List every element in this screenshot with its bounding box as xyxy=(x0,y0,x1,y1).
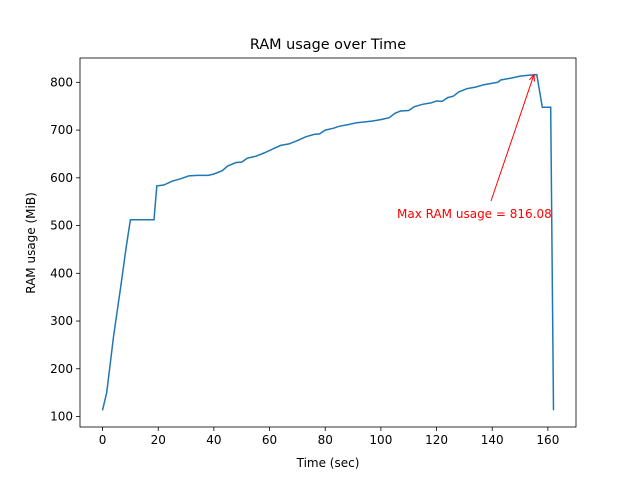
plot-frame xyxy=(79,57,577,428)
chart-title: RAM usage over Time xyxy=(250,37,406,53)
y-tick-label: 400 xyxy=(50,266,73,280)
x-axis-label: Time (sec) xyxy=(296,456,360,470)
arrow-head xyxy=(528,73,535,82)
x-tick-label: 100 xyxy=(369,433,392,447)
x-tick-label: 160 xyxy=(536,433,559,447)
x-tick-label: 60 xyxy=(262,433,277,447)
annotation-text: Max RAM usage = 816.08 xyxy=(397,207,552,221)
y-tick-label: 500 xyxy=(50,219,73,233)
y-axis-label: RAM usage (MiB) xyxy=(24,192,38,294)
y-tick-label: 100 xyxy=(50,409,73,423)
x-tick-label: 40 xyxy=(206,433,221,447)
y-tick-label: 800 xyxy=(50,75,73,89)
data-line xyxy=(101,73,555,411)
y-tick-label: 200 xyxy=(50,362,73,376)
y-tick-label: 300 xyxy=(50,314,73,328)
y-tick-label: 600 xyxy=(50,171,73,185)
y-tick-label: 700 xyxy=(50,123,73,137)
annotation-arrow xyxy=(490,74,535,202)
x-tick-label: 140 xyxy=(481,433,504,447)
x-tick-label: 0 xyxy=(99,433,107,447)
x-tick-label: 120 xyxy=(425,433,448,447)
x-tick-label: 80 xyxy=(318,433,333,447)
x-tick-label: 20 xyxy=(151,433,166,447)
